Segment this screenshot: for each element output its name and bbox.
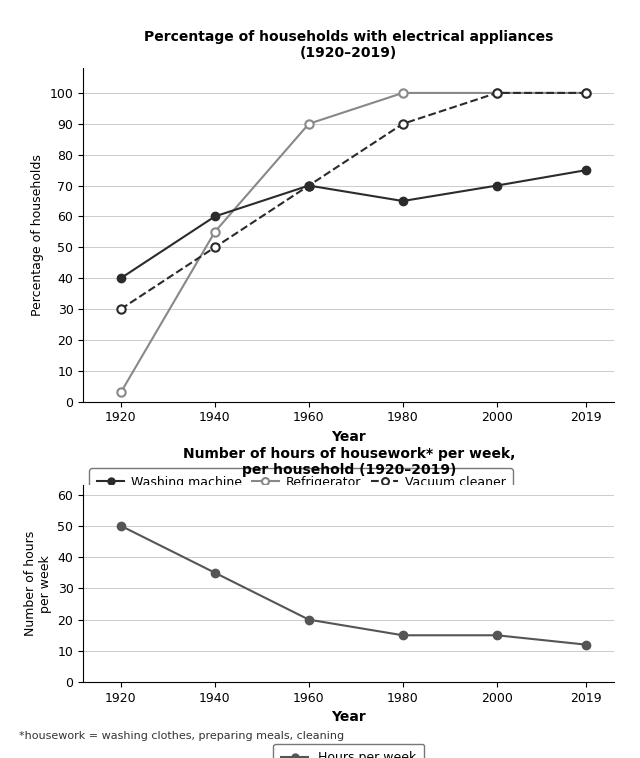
Legend: Hours per week: Hours per week <box>273 744 424 758</box>
Y-axis label: Percentage of households: Percentage of households <box>31 154 44 316</box>
Y-axis label: Number of hours
per week: Number of hours per week <box>24 531 52 636</box>
X-axis label: Year: Year <box>332 430 366 444</box>
Title: Percentage of households with electrical appliances
(1920–2019): Percentage of households with electrical… <box>144 30 554 60</box>
Legend: Washing machine, Refrigerator, Vacuum cleaner: Washing machine, Refrigerator, Vacuum cl… <box>90 468 513 496</box>
Title: Number of hours of housework* per week,
per household (1920–2019): Number of hours of housework* per week, … <box>182 446 515 477</box>
Text: *housework = washing clothes, preparing meals, cleaning: *housework = washing clothes, preparing … <box>19 731 344 741</box>
X-axis label: Year: Year <box>332 710 366 725</box>
